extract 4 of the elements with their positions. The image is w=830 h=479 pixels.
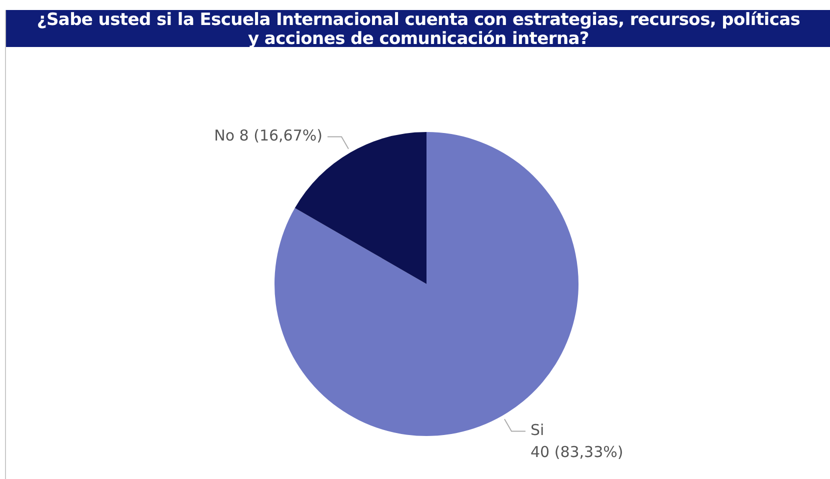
slice-label: Si [530, 421, 544, 440]
chart-title: ¿Sabe usted si la Escuela Internacional cuenta con estrategias, recursos, políticas y acciones de comunicación interna? [6, 10, 830, 49]
slice-label: No 8 (16,67%) [214, 126, 322, 145]
data-label: 40 (83,33%) [530, 443, 624, 462]
